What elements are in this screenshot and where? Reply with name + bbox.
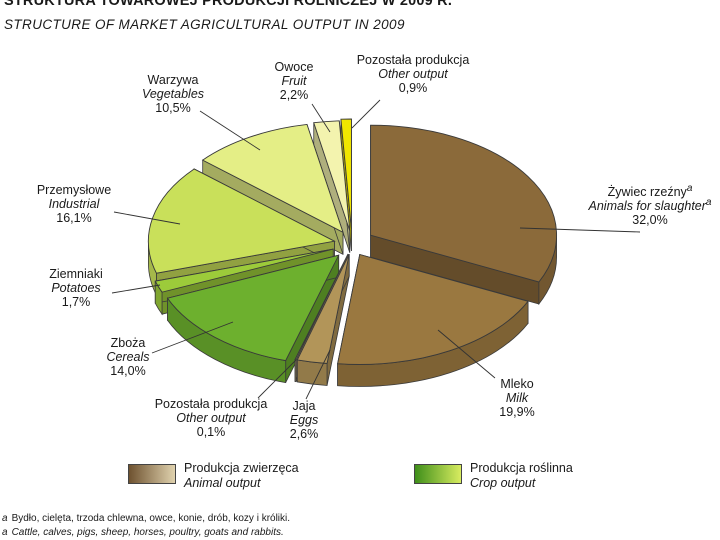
- pie-slice-4: [166, 254, 340, 384]
- legend-crop-output: Produkcja roślinna Crop output: [414, 461, 573, 491]
- leader-line-6: [113, 211, 181, 225]
- leader-line-3: [257, 359, 297, 399]
- legend-label-crop-pl: Produkcja roślinna: [470, 461, 573, 475]
- slice-label-6: Przemysłowe Industrial 16,1%: [37, 183, 111, 225]
- slice-label-3: Pozostała produkcja Other output 0,1%: [155, 397, 268, 439]
- slice-label-5: Ziemniaki Potatoes 1,7%: [49, 267, 103, 309]
- leader-line-4: [151, 321, 234, 354]
- leader-line-5: [111, 284, 161, 294]
- footnote-en: a Cattle, calves, pigs, sheep, horses, po…: [2, 527, 284, 538]
- slice-label-9: Pozostała produkcja Other output 0,9%: [357, 53, 470, 95]
- leader-line-1: [437, 329, 496, 379]
- slice-label-2: Jaja Eggs 2,6%: [290, 399, 319, 441]
- leader-line-7: [199, 110, 261, 151]
- leader-line-0: [519, 227, 641, 233]
- legend-swatch-animal: [128, 464, 176, 484]
- slice-labels: Żywiec rzeźnya Animals for slaughtera 32,0…: [37, 53, 712, 441]
- leader-line-9: [351, 99, 381, 129]
- legend-label-animal-en: Animal output: [184, 476, 261, 490]
- slice-label-1: Mleko Milk 19,9%: [499, 377, 534, 419]
- legend-label-crop-en: Crop output: [470, 476, 536, 490]
- slice-label-7: Warzywa Vegetables 10,5%: [142, 73, 204, 115]
- slice-label-8: Owoce Fruit 2,2%: [275, 60, 314, 102]
- footnote-text-en: Cattle, calves, pigs, sheep, horses, pou…: [11, 527, 284, 538]
- leader-line-8: [311, 103, 331, 133]
- legend-label-animal-pl: Produkcja zwierzęca: [184, 461, 299, 475]
- footnote-pl: a Bydło, cielęta, trzoda chlewna, owce, k…: [2, 513, 290, 524]
- pie-slice-2: [296, 254, 350, 386]
- slice-label-4: Zboża Cereals 14,0%: [106, 336, 149, 378]
- legend-animal-output: Produkcja zwierzęca Animal output: [128, 461, 299, 491]
- pie-slice-0: [370, 124, 558, 306]
- footnote-text-pl: Bydło, cielęta, trzoda chlewna, owce, ko…: [11, 513, 291, 524]
- leader-lines: [111, 99, 641, 400]
- chart-title: STRUKTURA TOWAROWEJ PRODUKCJI ROLNICZEJ …: [4, 0, 453, 9]
- legend-swatch-crop: [414, 464, 462, 484]
- chart-subtitle: STRUCTURE OF MARKET AGRICULTURAL OUTPUT …: [4, 17, 405, 32]
- footnote-mark: a: [2, 513, 8, 524]
- slice-label-0: Żywiec rzeźnya Animals for slaughtera 32,0…: [588, 183, 712, 227]
- pie-slices: [147, 118, 558, 387]
- leader-line-2: [305, 349, 331, 400]
- pie-slice-1: [337, 253, 529, 387]
- pie-slice-8: [313, 120, 351, 253]
- pie-chart: Żywiec rzeźnya Animals for slaughtera 32,0…: [37, 53, 712, 441]
- footnote-mark: a: [2, 527, 8, 538]
